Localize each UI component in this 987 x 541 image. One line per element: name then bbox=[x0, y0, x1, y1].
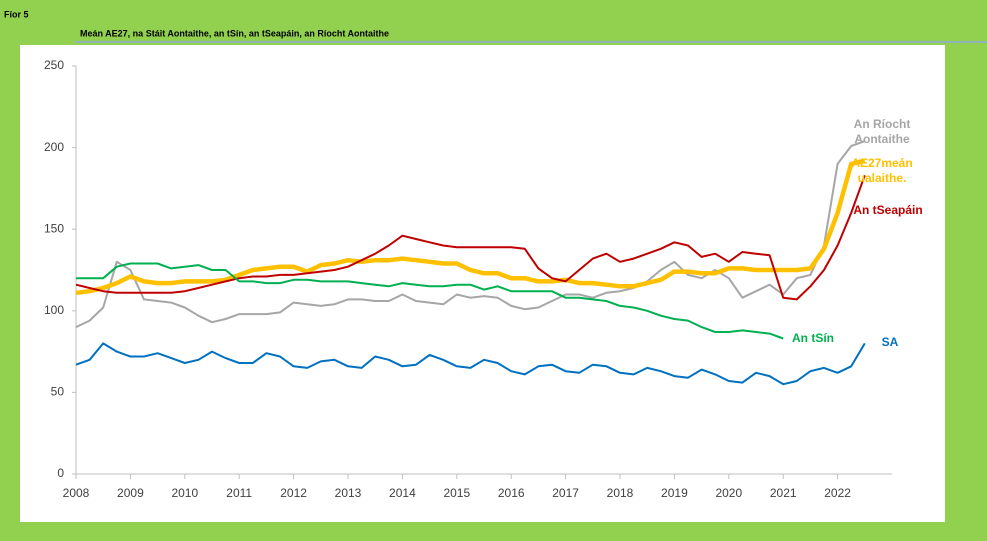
x-tick-label: 2015 bbox=[443, 486, 470, 500]
series-line bbox=[76, 262, 784, 340]
y-tick-label: 100 bbox=[44, 303, 64, 317]
series-line bbox=[75, 342, 866, 386]
x-tick-label: 2011 bbox=[226, 486, 252, 500]
x-tick-label: 2017 bbox=[552, 486, 579, 500]
x-tick-label: 2013 bbox=[335, 486, 362, 500]
y-tick-label: 50 bbox=[51, 385, 65, 399]
series-line bbox=[75, 174, 866, 301]
figure-label: Fíor 5 bbox=[4, 9, 29, 19]
x-tick-label: 2021 bbox=[770, 486, 797, 500]
x-tick-label: 2019 bbox=[661, 486, 688, 500]
series-label: An tSeapáin bbox=[853, 203, 923, 217]
series-label: An Ríocht Aontaithe bbox=[853, 117, 911, 146]
series-label: An tSín bbox=[792, 331, 834, 345]
series-label: SA bbox=[881, 335, 899, 349]
x-tick-label: 2009 bbox=[117, 486, 144, 500]
y-tick-label: 200 bbox=[44, 140, 64, 154]
series-label: AE27meán ualaithe. bbox=[851, 156, 913, 185]
y-tick-label: 0 bbox=[57, 466, 64, 480]
x-tick-label: 2022 bbox=[824, 486, 851, 500]
series-line bbox=[75, 140, 866, 329]
x-tick-label: 2008 bbox=[63, 486, 90, 500]
y-tick-label: 250 bbox=[44, 58, 64, 72]
x-tick-label: 2014 bbox=[389, 486, 416, 500]
x-tick-label: 2016 bbox=[498, 486, 525, 500]
x-tick-label: 2010 bbox=[171, 486, 198, 500]
x-tick-label: 2012 bbox=[280, 486, 307, 500]
x-tick-label: 2018 bbox=[607, 486, 634, 500]
y-tick-label: 150 bbox=[44, 221, 64, 235]
chart-subtitle: Meán AE27, na Stáit Aontaithe, an tSín, … bbox=[80, 28, 389, 38]
x-tick-label: 2020 bbox=[715, 486, 742, 500]
series-line bbox=[75, 158, 866, 296]
